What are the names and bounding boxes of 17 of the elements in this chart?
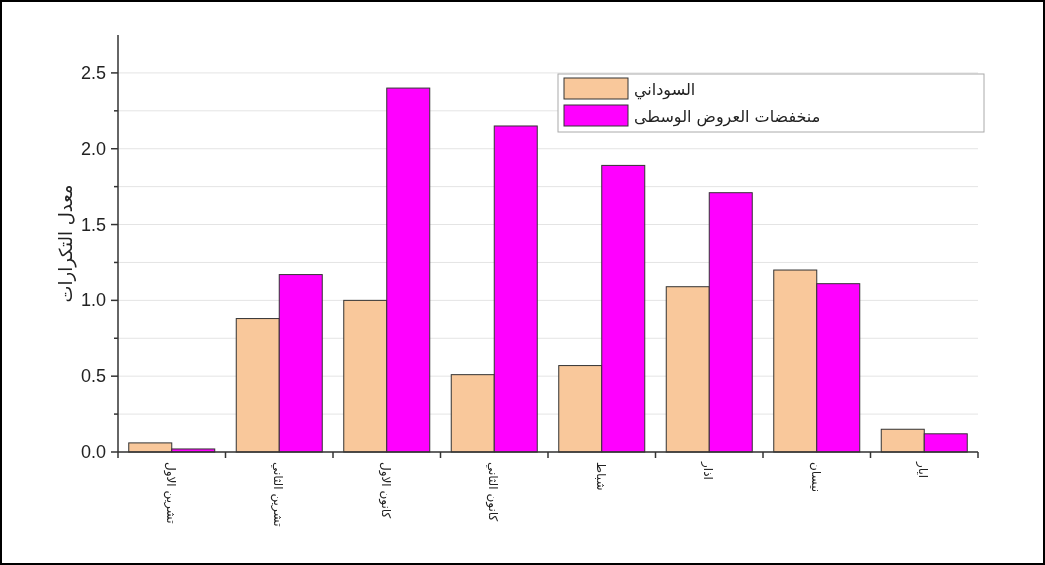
x-tick-label: اذار — [700, 461, 716, 480]
x-tick-label: نيسان — [808, 462, 823, 493]
x-tick-label: كانون الاول — [377, 462, 393, 519]
y-tick-label: 1.5 — [80, 214, 106, 235]
x-tick-label: شباط — [593, 462, 608, 491]
y-tick-label: 1.0 — [80, 290, 106, 311]
y-tick-label: 0.5 — [80, 366, 106, 387]
x-tick-label: كانون الثاني — [485, 462, 501, 522]
x-tick-label: تشرين الثاني — [270, 462, 286, 527]
x-tick-label: تشرين الاول — [162, 462, 178, 524]
y-tick-label: 2.5 — [80, 62, 106, 83]
y-tick-label: 0.0 — [80, 442, 106, 462]
y-axis-title: معدل التكرارات — [55, 184, 77, 303]
legend-label: السوداني — [634, 80, 696, 100]
y-tick-label: 2.0 — [80, 138, 106, 159]
legend-label: منخفضات العروض الوسطى — [634, 107, 821, 127]
x-tick-label: ايار — [915, 461, 931, 479]
